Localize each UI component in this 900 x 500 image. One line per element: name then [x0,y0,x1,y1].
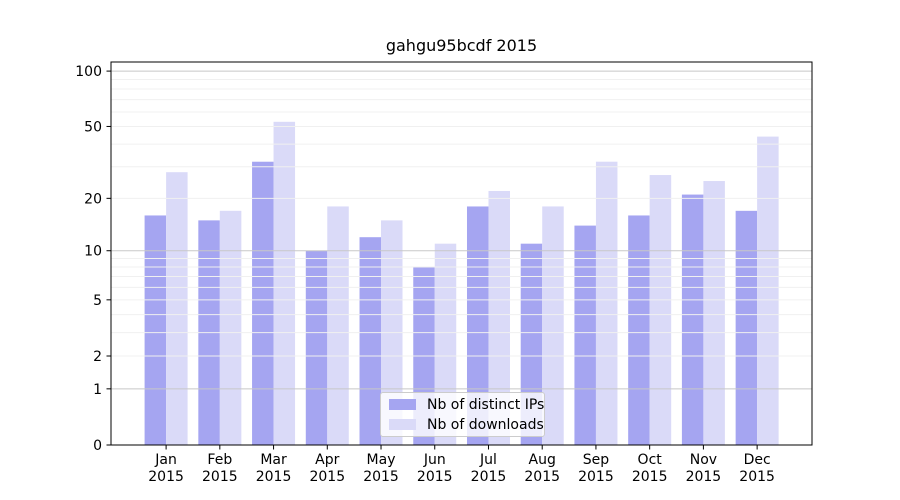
legend-swatch-downloads [389,419,416,430]
x-tick-label-month: Aug [529,452,556,468]
bar-feb-downloads [219,210,242,445]
y-tick-label: 2 [93,349,102,365]
bar-aug-downloads [542,206,564,445]
legend-label-downloads: Nb of downloads [427,416,544,433]
legend-item-distinct-ips: Nb of distinct IPs [389,397,544,413]
bar-oct-downloads [649,175,672,445]
x-tick-label-year: 2015 [524,469,560,485]
bar-may-distinct-ips [359,237,382,445]
bar-nov-distinct-ips [681,194,704,445]
legend-item-downloads: Nb of downloads [389,417,544,433]
bar-oct-distinct-ips [628,215,650,445]
x-tick-label-month: Mar [260,452,287,468]
bar-mar-downloads [273,121,296,445]
x-tick-label-month: Jun [423,452,446,468]
legend-label-distinct-ips: Nb of distinct IPs [427,396,545,413]
bar-jan-downloads [166,172,188,445]
bar-nov-downloads [703,181,725,445]
x-tick-label-year: 2015 [686,469,722,485]
x-tick-label-month: Jul [479,452,497,468]
y-tick-label: 0 [93,438,102,454]
bar-sep-downloads [595,161,618,446]
bar-jul-downloads [488,190,510,445]
bar-mar-distinct-ips [252,161,274,446]
y-tick-label: 1 [93,382,102,398]
x-tick-label-year: 2015 [471,469,507,485]
y-tick-label: 5 [93,293,102,309]
x-tick-label-month: May [367,452,396,468]
bar-dec-downloads [757,136,779,445]
x-tick-label-year: 2015 [632,469,668,485]
y-tick-label: 20 [84,191,102,207]
bar-jul-distinct-ips [466,206,489,445]
legend: Nb of distinct IPs Nb of downloads [380,392,545,437]
bar-apr-downloads [327,206,349,445]
chart-title: gahgu95bcdf 2015 [385,36,538,55]
x-tick-label-month: Dec [744,452,771,468]
x-tick-label-year: 2015 [309,469,345,485]
legend-swatch-distinct-ips [389,399,416,410]
bar-sep-distinct-ips [574,225,596,445]
bar-jan-distinct-ips [144,215,167,445]
bar-dec-distinct-ips [735,210,758,445]
x-tick-label-month: Oct [638,452,663,468]
x-tick-label-year: 2015 [739,469,775,485]
x-tick-label-year: 2015 [363,469,399,485]
y-tick-label: 50 [84,119,102,135]
x-tick-label-month: Jan [154,452,177,468]
bar-apr-distinct-ips [305,250,328,445]
x-tick-label-year: 2015 [202,469,238,485]
y-tick-label: 10 [84,244,102,260]
x-tick-label-month: Feb [207,452,232,468]
x-tick-label-year: 2015 [148,469,184,485]
x-tick-label-month: Sep [583,452,610,468]
x-tick-label-month: Nov [690,452,717,468]
x-tick-label-year: 2015 [578,469,614,485]
x-tick-label-month: Apr [315,452,339,468]
axes-spine [110,61,813,446]
x-tick-label-year: 2015 [256,469,292,485]
y-tick-label: 100 [75,64,102,80]
x-tick-label-year: 2015 [417,469,453,485]
